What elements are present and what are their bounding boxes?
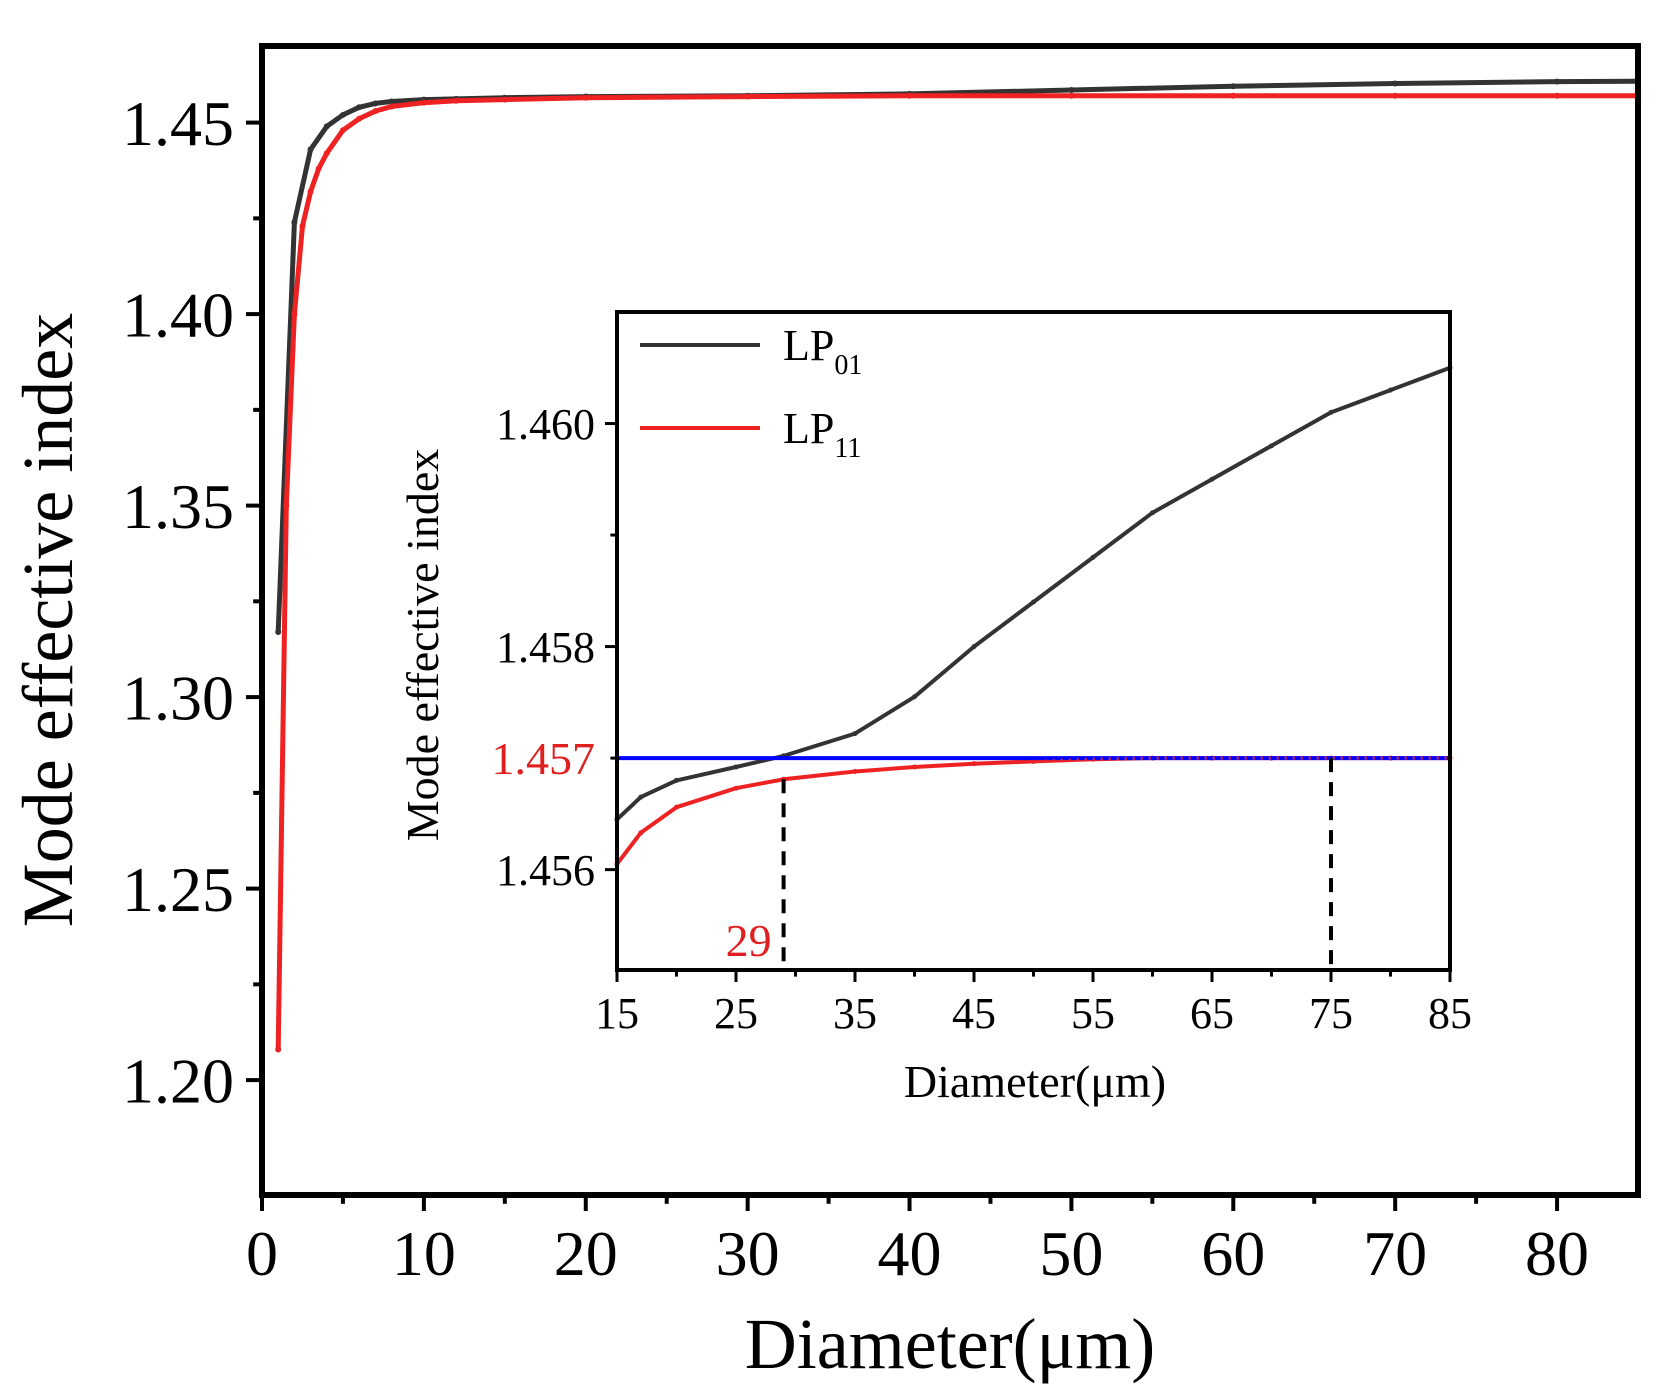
legend-label-lp01: LP01 — [783, 321, 862, 381]
main-point-lp01 — [339, 111, 346, 118]
main-point-lp11 — [323, 150, 330, 157]
inset-ticks: 15 25 35 45 55 65 75 85 1.456 1.458 1.460 1.457 29 — [492, 400, 1473, 1038]
main-point-lp11 — [307, 188, 314, 195]
inset-chart: 15 25 35 45 55 65 75 85 1.456 1.458 1.460 1.457 29 D… — [397, 310, 1473, 1107]
inset-background — [617, 312, 1450, 970]
inset-x-tick-label: 35 — [833, 989, 877, 1038]
main-point-lp11 — [315, 165, 322, 172]
main-y-axis-label: Mode effective index — [8, 313, 88, 927]
inset-point-lp01 — [971, 644, 977, 650]
main-point-lp11 — [388, 103, 395, 110]
inset-plot-frame — [615, 310, 1452, 972]
main-point-lp11 — [1068, 92, 1075, 99]
inset-point-lp11 — [912, 764, 917, 770]
inset-point-lp01 — [1090, 554, 1096, 560]
main-y-tick-label: 1.45 — [122, 88, 234, 159]
legend-label-lp01-base: LP — [783, 321, 834, 370]
main-y-tick-label: 1.30 — [122, 663, 234, 734]
inset-legend: LP01 LP11 — [640, 321, 862, 464]
main-point-lp01 — [372, 100, 379, 107]
main-y-tick-label: 1.40 — [122, 280, 234, 351]
main-point-lp11 — [1554, 92, 1561, 99]
main-ticks: 0 10 20 30 40 50 60 70 801.201.251.301.351.401.4… — [122, 88, 1589, 1289]
main-point-lp11 — [1230, 92, 1237, 99]
main-point-lp11 — [906, 92, 913, 99]
inset-reference-label: 1.457 — [492, 733, 596, 784]
inset-point-lp01 — [1388, 387, 1393, 393]
main-point-lp01 — [307, 146, 314, 153]
main-x-tick-label: 0 — [246, 1218, 278, 1289]
main-plot-frame — [259, 43, 1641, 1198]
inset-series-lp11-overlay — [615, 756, 1450, 866]
inset-x-tick-label: 65 — [1190, 989, 1234, 1038]
main-point-lp01 — [1230, 83, 1237, 90]
main-y-tick-label: 1.20 — [122, 1046, 234, 1117]
main-point-lp01 — [1554, 78, 1561, 85]
inset-x-axis-label: Diameter(μm) — [904, 1056, 1166, 1107]
main-point-lp01 — [1068, 87, 1075, 94]
main-x-tick-label: 20 — [554, 1218, 618, 1289]
main-y-tick-label: 1.25 — [122, 854, 234, 925]
inset-x-tick-label: 25 — [714, 989, 758, 1038]
main-series-lp11 — [275, 93, 1638, 1050]
main-point-lp11 — [283, 502, 290, 509]
inset-y-tick-label: 1.456 — [496, 846, 595, 895]
main-x-tick-label: 30 — [716, 1218, 780, 1289]
main-point-lp11 — [744, 93, 751, 100]
main-x-tick-label: 10 — [392, 1218, 456, 1289]
inset-x-tick-label: 15 — [595, 989, 639, 1038]
main-point-lp11 — [275, 1046, 282, 1053]
main-y-tick-label: 1.35 — [122, 471, 234, 542]
inset-x-tick-label: 75 — [1309, 989, 1353, 1038]
main-point-lp11 — [1392, 92, 1399, 99]
inset-marker-label: 29 — [726, 915, 772, 966]
inset-point-lp01 — [1031, 599, 1036, 605]
main-x-axis-label: Diameter(μm) — [745, 1304, 1155, 1384]
inset-point-lp01 — [1209, 476, 1215, 482]
main-plot-area — [275, 78, 1641, 1053]
legend-label-lp11: LP11 — [783, 404, 861, 464]
inset-point-lp01 — [912, 694, 917, 700]
main-point-lp11 — [582, 94, 589, 101]
inset-y-axis-label: Mode effective index — [397, 449, 448, 842]
inset-series-lp01 — [615, 365, 1451, 821]
main-x-tick-label: 70 — [1363, 1218, 1427, 1289]
inset-x-tick-label: 55 — [1071, 989, 1115, 1038]
main-point-lp01 — [356, 104, 363, 111]
inset-point-lp01 — [1328, 409, 1334, 415]
legend-label-lp11-sub: 11 — [834, 433, 861, 464]
main-x-tick-label: 60 — [1201, 1218, 1265, 1289]
main-point-lp01 — [323, 123, 330, 130]
main-x-tick-label: 80 — [1525, 1218, 1589, 1289]
main-chart: 0 10 20 30 40 50 60 70 801.201.251.301.351.401.4… — [8, 43, 1641, 1384]
legend-label-lp01-sub: 01 — [834, 350, 862, 381]
main-point-lp01 — [1392, 80, 1399, 87]
main-x-tick-label: 50 — [1039, 1218, 1103, 1289]
main-point-lp01 — [291, 219, 298, 226]
inset-point-lp01 — [852, 731, 858, 737]
main-point-lp01 — [275, 628, 282, 635]
inset-point-lp01 — [638, 794, 644, 800]
main-point-lp11 — [356, 115, 363, 122]
inset-y-tick-label: 1.460 — [496, 400, 595, 449]
main-point-lp11 — [291, 311, 298, 318]
inset-point-lp01 — [1269, 443, 1274, 449]
main-point-lp01 — [388, 98, 395, 105]
main-point-lp11 — [420, 99, 427, 106]
inset-point-lp11 — [1031, 758, 1036, 764]
inset-x-tick-label: 45 — [952, 989, 996, 1038]
inset-point-lp01 — [1150, 510, 1155, 516]
main-point-lp11 — [453, 97, 460, 104]
inset-point-lp01 — [733, 764, 739, 770]
inset-point-lp01 — [674, 777, 679, 783]
inset-x-tick-label: 85 — [1428, 989, 1472, 1038]
main-point-lp11 — [501, 96, 508, 103]
main-point-lp11 — [299, 223, 306, 230]
inset-y-tick-label: 1.458 — [496, 623, 595, 672]
main-point-lp11 — [339, 127, 346, 134]
main-point-lp11 — [372, 108, 379, 115]
main-x-tick-label: 40 — [878, 1218, 942, 1289]
legend-label-lp11-base: LP — [783, 404, 834, 453]
